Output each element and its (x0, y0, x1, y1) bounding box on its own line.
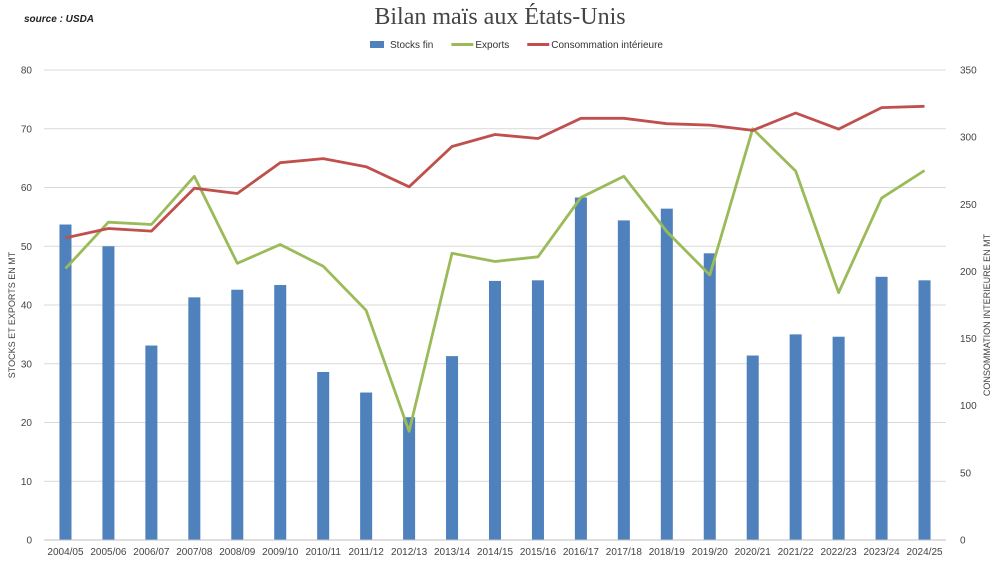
legend-label: Exports (475, 40, 509, 51)
bar-stocks-fin (746, 355, 759, 540)
y-left-tick-label: 50 (21, 242, 33, 253)
y-left-tick-label: 10 (21, 477, 33, 488)
legend-entry: Exports (451, 40, 509, 51)
legend-swatch-bar (370, 41, 384, 48)
x-tick-label: 2005/06 (90, 547, 127, 558)
y-right-tick-label: 300 (960, 133, 977, 144)
bar-stocks-fin (875, 276, 888, 540)
y-right-tick-label: 0 (960, 536, 966, 547)
bar-stocks-fin (488, 280, 502, 540)
bar-stocks-fin (188, 297, 201, 540)
bar-stocks-fin (317, 371, 330, 540)
y-right-axis-title: CONSOMMATION INTERIEURE EN MT (982, 233, 992, 396)
bar-stocks-fin (231, 289, 244, 540)
x-tick-label: 2012/13 (391, 547, 428, 558)
source-label: source : USDA (24, 14, 95, 25)
y-left-tick-label: 0 (26, 536, 32, 547)
bar-stocks-fin (660, 208, 673, 540)
line-series (64, 104, 926, 433)
bar-stocks-fin (789, 334, 802, 540)
x-tick-label: 2021/22 (778, 547, 815, 558)
line-consommation-interieure (65, 104, 925, 240)
y-right-tick-label: 250 (960, 200, 977, 211)
y-right-tick-label: 150 (960, 334, 977, 345)
x-tick-label: 2020/21 (735, 547, 772, 558)
bar-stocks-fin (703, 253, 716, 541)
x-tick-label: 2015/16 (520, 547, 557, 558)
y-right-tick-label: 100 (960, 401, 977, 412)
y-left-tick-label: 70 (21, 124, 33, 135)
bar-stocks-fin (360, 392, 373, 540)
x-tick-label: 2011/12 (348, 547, 384, 558)
y-left-tick-label: 20 (21, 418, 33, 429)
y-left-tick-label: 40 (21, 301, 33, 312)
bar-stocks-fin (918, 280, 931, 540)
legend-label: Stocks fin (390, 40, 433, 51)
x-tick-label: 2006/07 (133, 547, 170, 558)
y-left-tick-label: 30 (21, 359, 33, 370)
bar-stocks-fin (274, 285, 287, 540)
legend-entry: Consommation intérieure (527, 40, 663, 51)
chart-title: Bilan maïs aux États-Unis (374, 4, 626, 30)
bar-stocks-fin (403, 417, 416, 540)
y-right-tick-label: 50 (960, 468, 972, 479)
x-tick-label: 2013/14 (434, 547, 471, 558)
x-tick-label: 2024/25 (906, 547, 943, 558)
x-tick-label: 2018/19 (649, 547, 686, 558)
bar-stocks-fin (145, 345, 158, 540)
y-right-tick-label: 350 (960, 66, 977, 77)
x-tick-label: 2010/11 (305, 547, 341, 558)
x-tick-label: 2008/09 (219, 547, 256, 558)
y-left-tick-label: 80 (21, 66, 33, 77)
y-left-tick-label: 60 (21, 183, 33, 194)
legend-label: Consommation intérieure (551, 40, 663, 51)
bar-stocks-fin (59, 224, 72, 540)
legend-entry: Stocks fin (370, 40, 433, 51)
line-exports (64, 127, 926, 433)
x-tick-label: 2022/23 (821, 547, 858, 558)
x-tick-label: 2007/08 (176, 547, 213, 558)
bar-stocks-fin (531, 280, 544, 540)
x-tick-label: 2016/17 (563, 547, 600, 558)
x-tick-label: 2023/24 (863, 547, 900, 558)
bar-stocks-fin (102, 246, 115, 540)
x-tick-label: 2019/20 (692, 547, 729, 558)
bar-stocks-fin (446, 356, 459, 540)
x-tick-label: 2009/10 (262, 547, 299, 558)
x-tick-label: 2004/05 (47, 547, 84, 558)
axes: 0 10 20 30 40 50 60 70 80 0 50 100 150 200 250 300 350 20… (7, 66, 992, 559)
bar-series-stocks (59, 197, 931, 541)
legend: Stocks fin Exports Consommation intérieure (370, 40, 663, 51)
y-left-axis-title: STOCKS ET EXPORTS EN MT (7, 251, 17, 378)
x-tick-label: 2014/15 (477, 547, 514, 558)
bar-stocks-fin (617, 220, 630, 540)
y-right-tick-label: 200 (960, 267, 977, 278)
bar-stocks-fin (574, 197, 587, 541)
x-tick-label: 2017/18 (606, 547, 643, 558)
bar-stocks-fin (832, 336, 845, 540)
